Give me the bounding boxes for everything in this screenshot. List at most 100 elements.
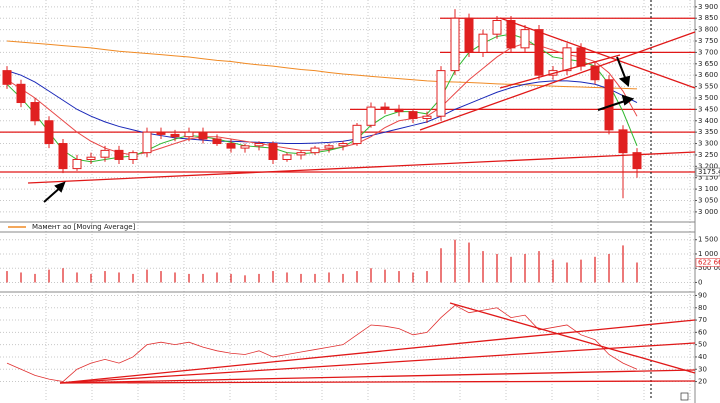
volume-bar bbox=[34, 273, 36, 283]
y-tick-label: 3 300 bbox=[698, 140, 718, 148]
candle-body bbox=[324, 145, 334, 149]
y-tick-label: 3 200 bbox=[698, 162, 718, 170]
candle-body bbox=[198, 131, 208, 140]
y-tick-label: 3 500 bbox=[698, 94, 718, 102]
volume-bar bbox=[594, 256, 596, 283]
volume-bar bbox=[370, 268, 372, 283]
volume-bar bbox=[314, 273, 316, 283]
y-tick-label: 40 bbox=[698, 353, 707, 361]
volume-bar bbox=[244, 275, 246, 283]
volume-bar bbox=[468, 242, 470, 283]
volume-bar bbox=[90, 273, 92, 283]
vertical-grid bbox=[45, 0, 691, 400]
candle-body bbox=[128, 152, 138, 160]
y-tick-label: 60 bbox=[698, 328, 707, 336]
candle-body bbox=[30, 102, 40, 122]
candle-body bbox=[450, 17, 460, 72]
moving-average bbox=[6, 40, 638, 90]
volume-bar bbox=[622, 245, 624, 283]
y-tick-label: 3 900 bbox=[698, 3, 718, 11]
candle-body bbox=[520, 29, 530, 49]
volume-bar bbox=[216, 272, 218, 283]
candle-body bbox=[310, 147, 320, 154]
volume-bar bbox=[62, 268, 64, 283]
volume-bar bbox=[384, 269, 386, 283]
volume-bar bbox=[356, 271, 358, 283]
y-tick-label: 3 100 bbox=[698, 185, 718, 193]
candle-body bbox=[632, 152, 642, 170]
trend-line bbox=[419, 31, 696, 131]
y-tick-label: 3 600 bbox=[698, 71, 718, 79]
oscillator-line bbox=[6, 304, 638, 382]
volume-bar bbox=[524, 253, 526, 283]
y-tick-label: 3 150 bbox=[698, 174, 718, 182]
y-tick-label: 3 550 bbox=[698, 83, 718, 91]
candle-body bbox=[16, 83, 26, 104]
volume-bar bbox=[146, 269, 148, 283]
volume-bar bbox=[230, 273, 232, 283]
candle-body bbox=[296, 152, 306, 156]
volume-bar bbox=[552, 259, 554, 283]
last-value-box bbox=[695, 167, 720, 177]
volume-bar bbox=[286, 272, 288, 283]
moving-average bbox=[6, 42, 638, 156]
y-tick-label: 70 bbox=[698, 316, 707, 324]
y-tick-label: 1 000 000 bbox=[698, 250, 720, 258]
candle-body bbox=[114, 149, 124, 160]
y-tick-label: 0 bbox=[698, 278, 702, 286]
volume-bar bbox=[104, 271, 106, 283]
volume-bar bbox=[398, 271, 400, 283]
last-value-label: 622 665 bbox=[698, 259, 720, 267]
rsi-trend-lines bbox=[59, 302, 696, 384]
y-tick-label: 3 850 bbox=[698, 14, 718, 22]
corner-button[interactable] bbox=[680, 392, 689, 401]
y-tick-label: 3 350 bbox=[698, 128, 718, 136]
y-tick-label: 3 050 bbox=[698, 196, 718, 204]
trend-line bbox=[499, 54, 621, 89]
y-tick-label: 3 250 bbox=[698, 151, 718, 159]
volume-bar bbox=[6, 271, 8, 283]
candle-body bbox=[44, 120, 54, 145]
candle-body bbox=[212, 138, 222, 145]
volume-bar bbox=[580, 259, 582, 283]
candle-body bbox=[142, 131, 152, 154]
candle-body bbox=[366, 106, 376, 126]
volume-bar bbox=[202, 273, 204, 283]
moving-average bbox=[6, 33, 638, 163]
candle-body bbox=[2, 70, 12, 85]
y-tick-label: 3 000 bbox=[698, 208, 718, 216]
volume-bar bbox=[20, 272, 22, 283]
y-tick-label: 3 400 bbox=[698, 117, 718, 125]
y-tick-label: 3 750 bbox=[698, 37, 718, 45]
volume-bar bbox=[328, 272, 330, 283]
volume-bar bbox=[482, 251, 484, 283]
y-tick-label: 90 bbox=[698, 291, 707, 299]
trend-line bbox=[27, 151, 696, 184]
candle-body bbox=[562, 47, 572, 72]
y-tick-label: 3 700 bbox=[698, 48, 718, 56]
candle-body bbox=[394, 108, 404, 113]
candle-body bbox=[226, 143, 236, 149]
y-tick-label: 50 bbox=[698, 341, 707, 349]
candle-body bbox=[170, 133, 180, 138]
volume-bar bbox=[510, 256, 512, 283]
candle-body bbox=[156, 131, 166, 135]
arrows bbox=[43, 56, 635, 203]
volume-bar bbox=[454, 239, 456, 283]
volume-bar bbox=[440, 248, 442, 283]
y-tick-label: 20 bbox=[698, 378, 707, 386]
volume-bar bbox=[496, 253, 498, 283]
volume-bar bbox=[426, 271, 428, 283]
candle-body bbox=[100, 149, 110, 158]
candle-body bbox=[534, 29, 544, 76]
volume-bar bbox=[412, 272, 414, 283]
trend-line bbox=[499, 17, 696, 89]
volume-bar bbox=[538, 251, 540, 283]
last-value-label: 3175.4 bbox=[698, 168, 720, 176]
volume-bar bbox=[118, 272, 120, 283]
volume-bar bbox=[636, 262, 638, 283]
candle-body bbox=[618, 129, 628, 154]
volume-bar bbox=[342, 273, 344, 283]
volume-bar bbox=[188, 273, 190, 283]
